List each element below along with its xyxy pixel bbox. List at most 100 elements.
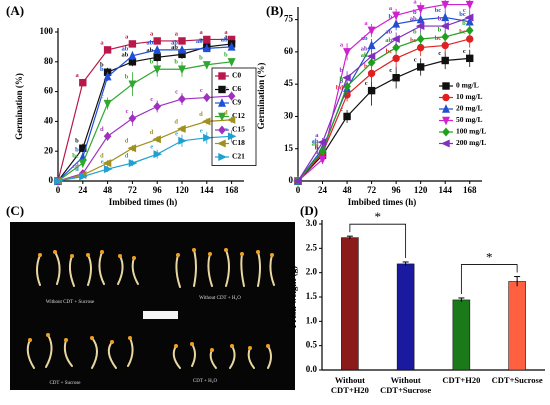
legend-label: 200 mg/L [456,138,486,147]
significance-letter: bc [72,153,79,160]
significance-letter: e [175,130,178,137]
significance-letter: a [364,20,368,27]
series-line [57,119,232,182]
significance-letter: b [339,67,343,74]
y-tick-label: 45 [284,78,294,88]
series-line [57,38,232,182]
significance-letter: b [339,76,343,83]
marker [293,177,302,185]
x-tick-label: 120 [414,185,428,195]
legend-label: C12 [232,111,245,120]
y-tick-label: 15 [284,143,294,153]
marker [466,54,474,63]
marker [392,11,401,21]
y-tick-label: 2.5 [306,242,318,252]
significance-letter: b [389,13,393,20]
significance-letter: ab [361,52,368,59]
x-tick-label: 24 [318,185,328,195]
marker [103,165,113,174]
x-tick-label: 120 [175,185,189,195]
marker [441,56,449,65]
marker [128,113,137,123]
significance-letter: c [340,106,343,113]
y-axis-label: Fresh weight (g) [288,266,298,328]
significance-letter: d [100,153,104,160]
significance-letter: b [100,66,104,73]
y-axis-label: Germination (%) [14,73,24,140]
significance-letter: c [463,48,466,55]
panel-label: (B) [266,3,283,18]
significance-letter: b [224,51,228,58]
marker [152,135,161,144]
significance-letter: a [150,30,154,37]
marker [440,22,449,31]
x-tick-label: CDT+H20 [442,375,481,385]
panel-label: (D) [300,203,318,218]
bar [508,281,526,371]
significance-letter: ab [221,36,228,43]
marker [392,54,400,63]
bar [452,299,471,371]
y-tick-label: 0.0 [306,364,318,374]
marker [178,136,187,145]
significance-letter: ab [410,16,417,23]
significance-letter: a [462,0,466,1]
x-tick-label: 96 [392,185,402,195]
significance-letter: d [125,138,129,145]
significance-letter: d [75,166,79,173]
y-tick-label: 20 [44,145,54,155]
significance-letter: b [339,78,343,85]
legend-marker [442,104,450,113]
marker [227,58,236,67]
marker [153,37,161,45]
y-tick-label: 40 [44,115,54,125]
significance-letter: b [413,28,417,35]
significance-letter: c [438,50,441,57]
significance-letter: ab [196,38,203,45]
series-line [297,57,470,182]
legend-label: 10 mg/L [456,92,482,101]
legend-label: C9 [232,98,241,107]
y-tick-label: 100 [40,26,54,36]
legend-marker [442,82,450,90]
series-line [57,95,232,182]
significance-letter: ab [171,39,178,46]
legend-marker [442,93,450,102]
x-tick-label: 96 [153,185,163,195]
series-line [57,46,232,182]
marker [102,159,112,168]
significance-letter: c [414,56,417,63]
significance-letter: ab [122,45,129,52]
significance-letter: ab [385,37,392,44]
marker [318,146,327,156]
legend-label: 50 mg/L [456,115,482,124]
significance-letter: a [438,0,442,1]
marker [203,35,211,44]
y-tick-label: 0.5 [306,340,318,350]
significance-letter: b [413,9,417,16]
marker [153,44,162,54]
marker [79,78,87,87]
marker [178,65,186,75]
y-tick-label: 1.5 [306,291,318,301]
x-tick-label: 72 [128,185,138,195]
marker [128,159,138,168]
y-tick-label: 2.0 [306,267,318,277]
series-line [57,61,232,182]
legend-marker [218,72,226,80]
photo: Without CDT + Sucrose Without CDT + H₂O … [10,222,295,390]
marker [103,131,112,141]
legend-marker [442,127,450,137]
marker [226,115,236,124]
significance-letter: c [175,89,178,96]
marker [202,43,211,53]
marker [342,73,351,82]
marker [366,52,376,61]
legend-label: C6 [232,84,241,93]
marker [203,133,212,142]
photo-caption: CDT + H₂O [193,379,218,384]
significance-letter: c [200,87,203,94]
significance-letter: c [389,67,392,74]
x-tick-label: 144 [200,185,214,195]
